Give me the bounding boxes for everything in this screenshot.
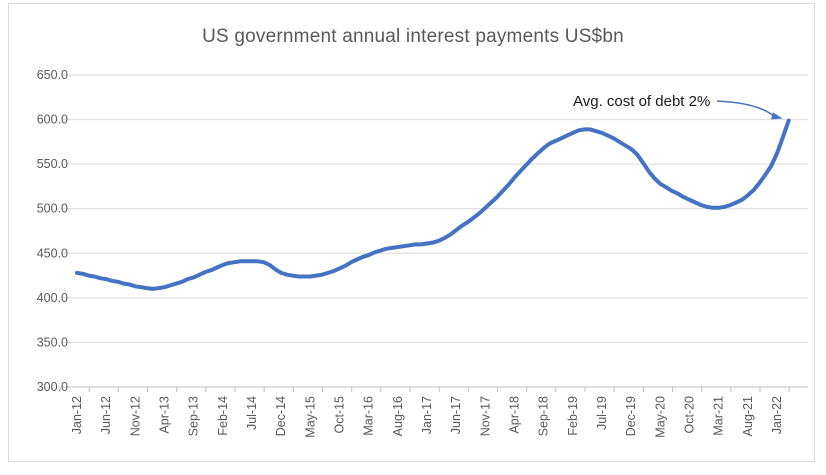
chart-border	[8, 3, 815, 462]
x-axis-label: Jan-12	[70, 396, 84, 434]
annotation-arrow-line	[716, 100, 775, 117]
x-axis-label: Jul-14	[245, 396, 259, 430]
y-axis-label: 600.0	[37, 113, 68, 127]
x-axis-label: Sep-18	[537, 396, 551, 436]
x-axis-label: Apr-13	[158, 396, 172, 434]
x-axis-label: Oct-15	[333, 396, 347, 434]
x-axis-label: Apr-18	[508, 396, 522, 434]
y-axis-label: 550.0	[37, 157, 68, 171]
x-axis-label: Oct-20	[683, 396, 697, 434]
x-axis-label: Aug-21	[741, 396, 755, 436]
x-axis-label: Sep-13	[187, 396, 201, 436]
x-axis-label: Dec-14	[274, 396, 288, 436]
x-axis-label: Jan-22	[770, 396, 784, 434]
x-axis-label: Aug-16	[391, 396, 405, 436]
data-line	[75, 118, 791, 291]
y-axis-label: 650.0	[37, 68, 68, 82]
y-axis-label: 400.0	[37, 291, 68, 305]
x-axis-label: Feb-19	[566, 396, 580, 436]
x-axis-label: Jun-17	[449, 396, 463, 434]
x-axis-label: Jul-19	[595, 396, 609, 430]
annotation-label: Avg. cost of debt 2%	[573, 93, 711, 110]
x-axis-label: Nov-17	[478, 396, 492, 436]
x-axis-label: Mar-16	[362, 396, 376, 436]
x-axis-label: May-20	[653, 396, 667, 438]
y-axis-label: 350.0	[37, 335, 68, 349]
x-axis-label: Jan-17	[420, 396, 434, 434]
annotation-arrowhead	[771, 112, 783, 120]
x-axis-label: Nov-12	[128, 396, 142, 436]
y-axis-label: 500.0	[37, 202, 68, 216]
x-axis-label: Dec-19	[624, 396, 638, 436]
x-axis-label: Feb-14	[216, 396, 230, 436]
chart-title: US government annual interest payments U…	[202, 26, 624, 47]
y-axis-label: 300.0	[37, 380, 68, 394]
y-axis-label: 450.0	[37, 246, 68, 260]
x-axis-label: May-15	[303, 396, 317, 438]
x-axis-label: Mar-21	[712, 396, 726, 436]
x-axis-label: Jun-12	[99, 396, 113, 434]
